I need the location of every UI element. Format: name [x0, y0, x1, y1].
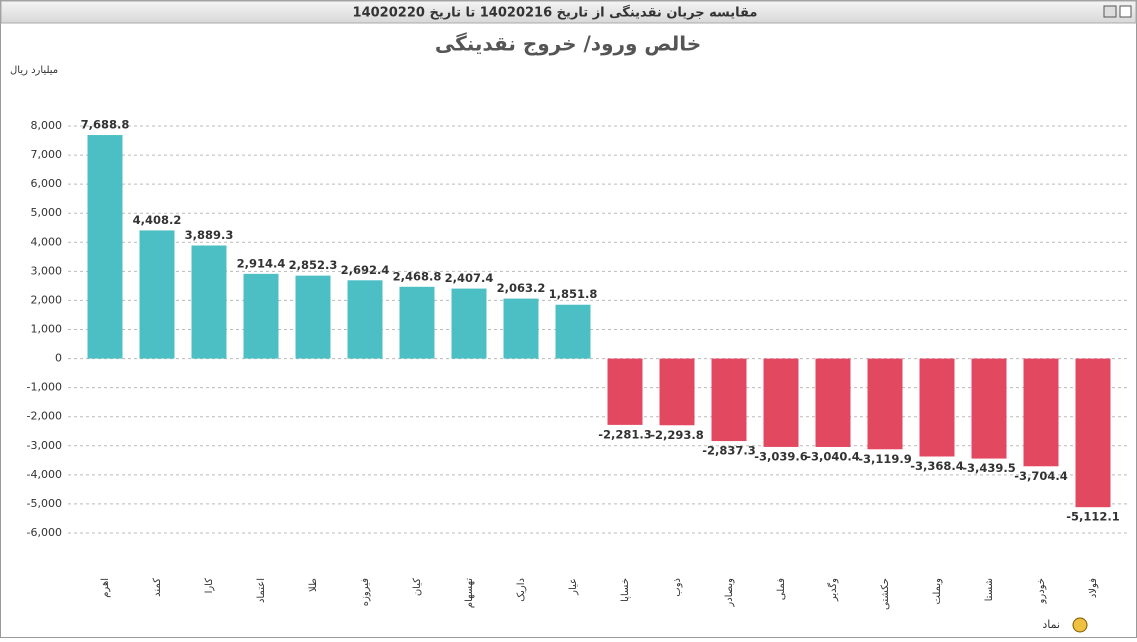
value-label: -3,119.9: [858, 452, 912, 466]
y-tick-label: -1,000: [27, 381, 62, 394]
y-tick-label: 3,000: [31, 264, 63, 277]
bar: [451, 288, 487, 359]
bar: [555, 304, 591, 359]
bar: [919, 358, 955, 457]
value-label: -2,293.8: [650, 428, 704, 442]
bar: [503, 298, 539, 359]
value-label: 2,407.4: [445, 271, 494, 285]
y-tick-label: -2,000: [27, 410, 62, 423]
x-tick-label: اهرم: [100, 578, 111, 598]
y-tick-label: 2,000: [31, 293, 63, 306]
x-axis-label: نماد: [1042, 618, 1060, 631]
y-tick-label: 0: [55, 352, 62, 365]
bar: [867, 358, 903, 450]
y-tick-label: 8,000: [31, 119, 63, 132]
window-title: مقایسه جریان نقدینگی از تاریخ 14020216 ت…: [353, 5, 758, 21]
x-tick-label: کارا: [204, 578, 215, 594]
x-tick-label: عیار: [568, 578, 579, 596]
value-label: 1,851.8: [549, 287, 598, 301]
bar: [1075, 358, 1111, 508]
y-axis-label: میلیارد ریال: [10, 65, 58, 76]
bar: [763, 358, 799, 447]
x-tick-label: خساپا: [620, 578, 631, 602]
value-label: -3,704.4: [1014, 469, 1068, 483]
y-tick-label: -3,000: [27, 439, 62, 452]
x-tick-label: طلا: [308, 578, 319, 592]
y-tick-label: 7,000: [31, 148, 63, 161]
value-label: 7,688.8: [81, 118, 130, 132]
y-tick-label: 5,000: [31, 206, 63, 219]
x-tick-label: شستا: [984, 578, 995, 601]
chart-title: خالص ورود/ خروج نقدینگی: [435, 32, 701, 56]
value-label: 2,914.4: [237, 256, 286, 270]
bar: [243, 273, 279, 359]
value-label: 2,468.8: [393, 269, 442, 283]
value-label: 2,063.2: [497, 281, 546, 295]
x-tick-label: کیان: [412, 578, 423, 596]
x-tick-label: وبصادر: [724, 578, 735, 608]
export-icon[interactable]: [1119, 5, 1132, 18]
bar: [191, 245, 227, 359]
y-tick-label: -5,000: [27, 497, 62, 510]
bar: [139, 230, 175, 359]
x-tick-label: خودرو: [1036, 578, 1047, 604]
x-tick-label: داریک: [516, 578, 527, 602]
x-tick-label: کمند: [152, 578, 163, 597]
y-tick-label: -6,000: [27, 526, 62, 539]
bar: [295, 275, 331, 359]
value-label: 3,889.3: [185, 228, 234, 242]
x-tick-label: وگدیر: [827, 578, 839, 602]
title-bar: [0, 0, 1137, 24]
value-label: -5,112.1: [1066, 510, 1120, 524]
value-label: -3,439.5: [962, 461, 1016, 475]
value-label: -2,281.3: [598, 427, 652, 441]
bar: [87, 135, 123, 359]
x-tick-label: اعتماد: [256, 578, 267, 603]
value-label: -2,837.3: [702, 444, 756, 458]
x-tick-label: حکشتی: [880, 578, 891, 610]
bar: [1023, 358, 1059, 467]
y-tick-label: 6,000: [31, 177, 63, 190]
y-tick-label: -4,000: [27, 468, 62, 481]
bar: [347, 280, 383, 359]
print-icon[interactable]: [1103, 5, 1117, 18]
y-tick-label: 4,000: [31, 235, 63, 248]
x-tick-label: وبملت: [932, 578, 943, 605]
bar: [659, 358, 695, 426]
x-tick-label: فیروزه: [360, 578, 371, 606]
x-tick-label: تهسهام: [464, 578, 475, 608]
bar: [971, 358, 1007, 459]
value-label: -3,040.4: [806, 449, 860, 463]
bar: [399, 286, 435, 359]
value-label: -3,368.4: [910, 459, 964, 473]
x-tick-label: فملی: [776, 578, 787, 600]
x-tick-label: فولاد: [1088, 578, 1099, 598]
bar: [711, 358, 747, 442]
x-tick-label: ذوب: [672, 578, 683, 597]
value-label: -3,039.6: [754, 449, 808, 463]
value-label: 2,692.4: [341, 263, 390, 277]
value-label: 2,852.3: [289, 258, 338, 272]
y-tick-label: 1,000: [31, 323, 63, 336]
bar: [815, 358, 851, 447]
value-label: 4,408.2: [133, 213, 182, 227]
bar: [607, 358, 643, 425]
zoom-icon[interactable]: [1072, 617, 1088, 633]
